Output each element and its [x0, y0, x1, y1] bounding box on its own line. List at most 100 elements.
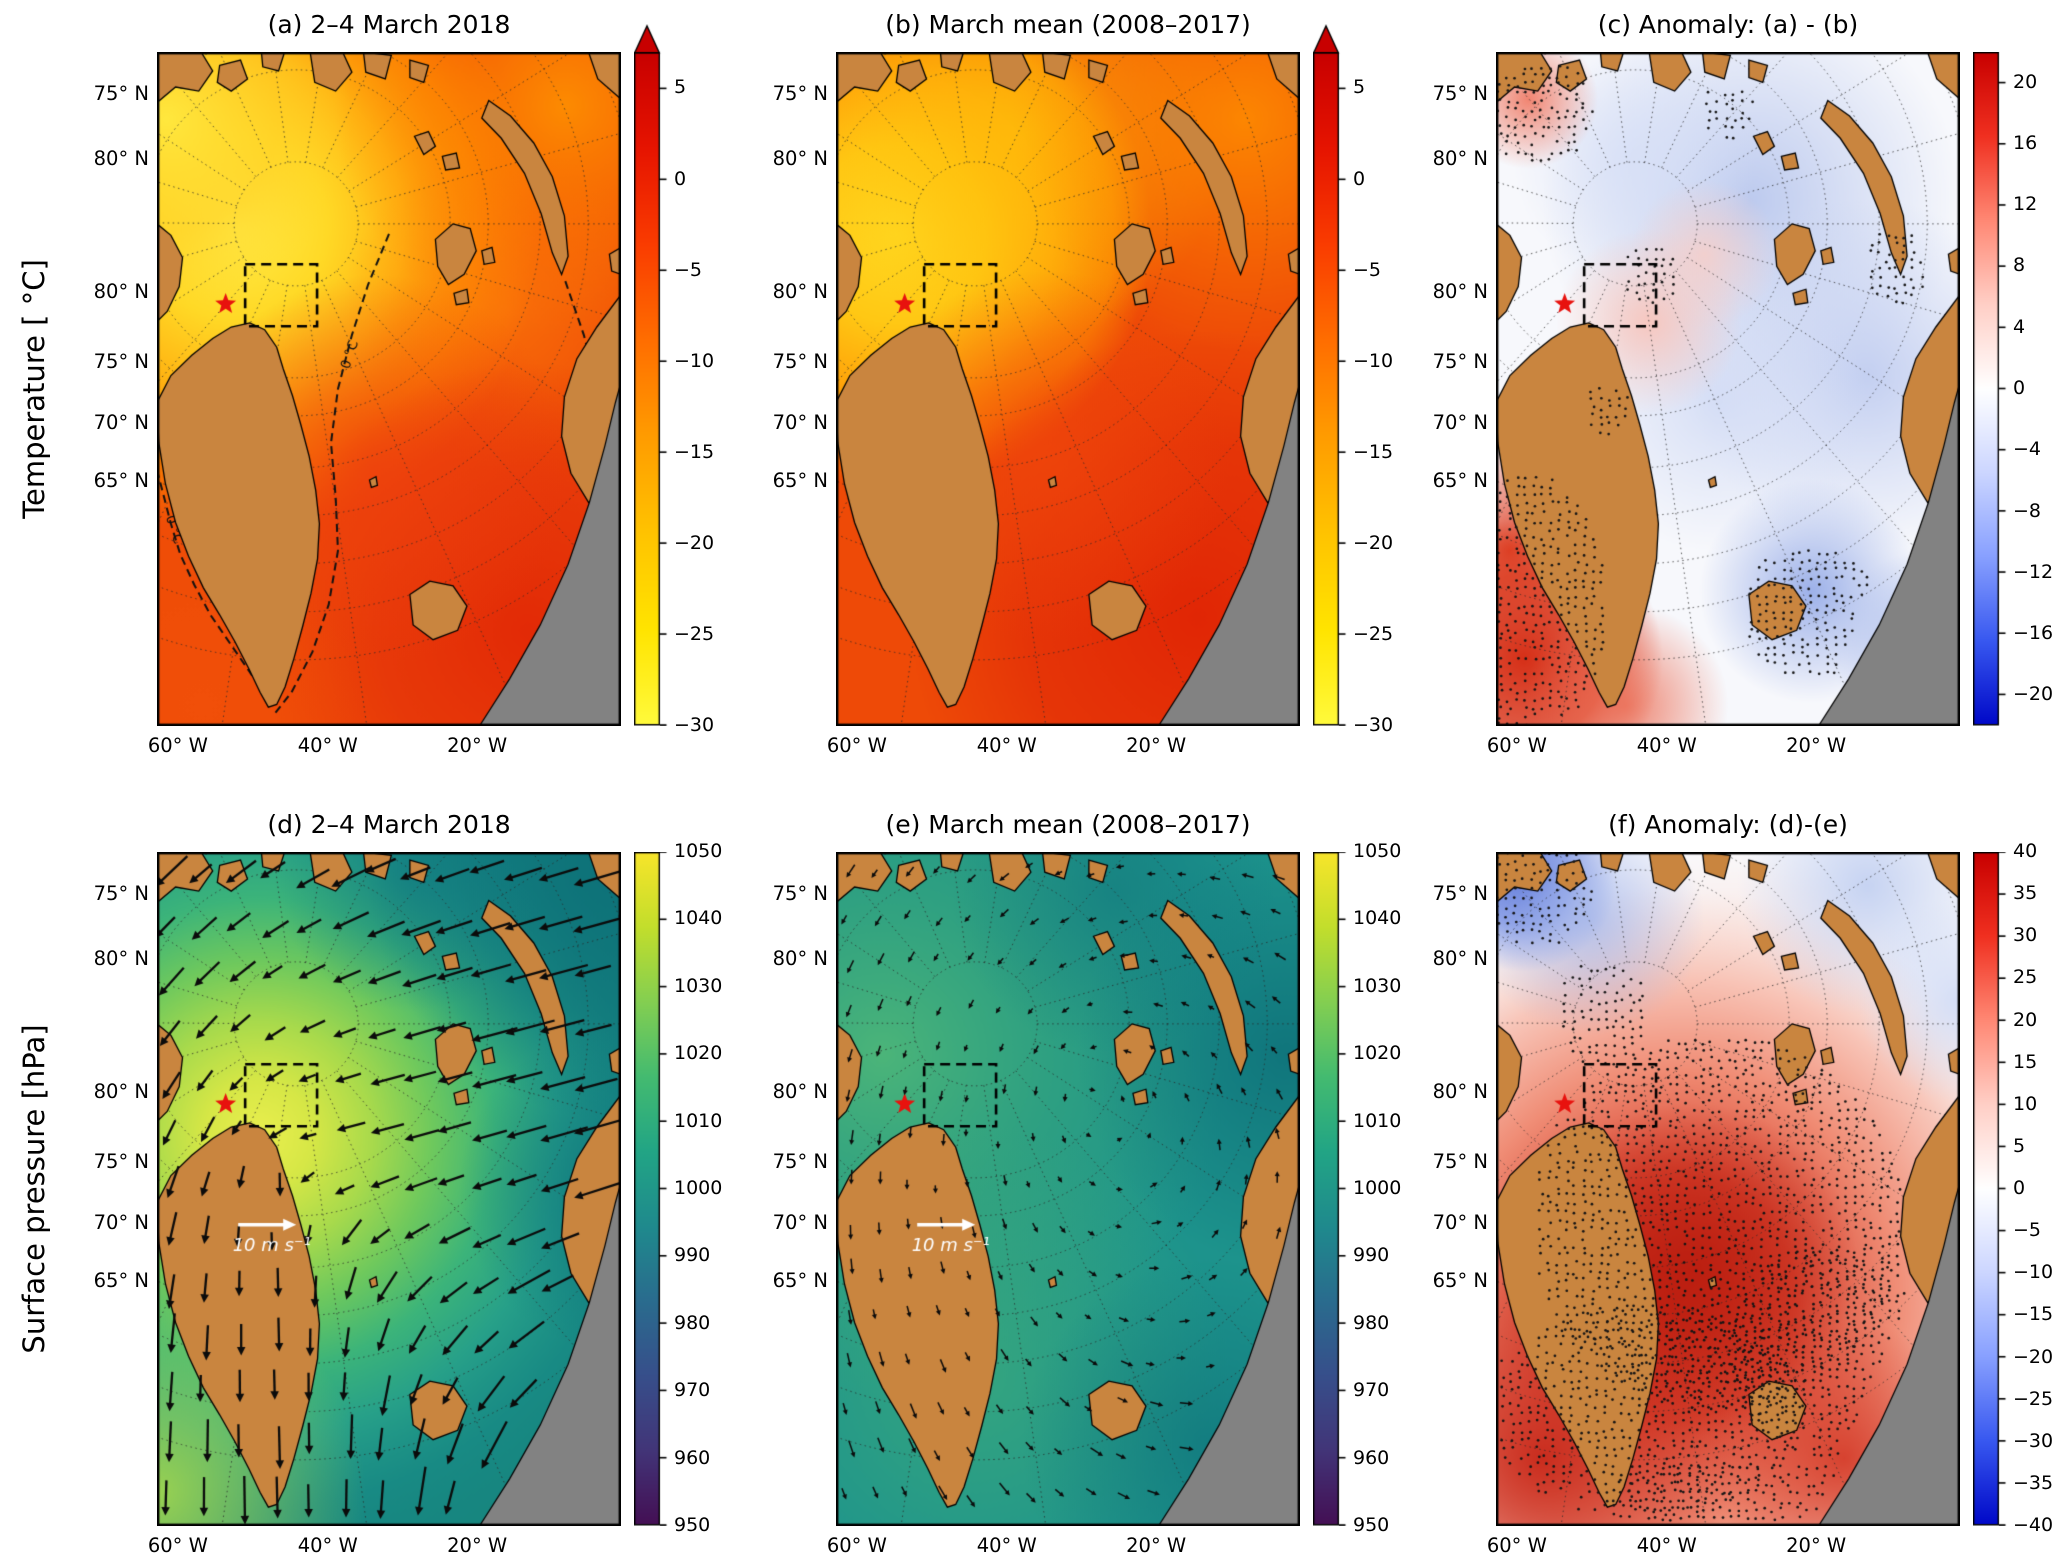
colorbar-tick-label: 40	[2013, 840, 2038, 862]
lat-tick-label: 80° N	[772, 280, 828, 304]
colorbar-tick-label: 8	[2013, 254, 2026, 277]
lat-tick-label: 75° N	[93, 349, 149, 373]
lon-tick-label: 40° W	[976, 1534, 1037, 1557]
lat-tick-label: 80° N	[772, 146, 828, 170]
colorbar-tick-label: 12	[2013, 193, 2038, 216]
colorbar-tick-label: 950	[1353, 1514, 1390, 1536]
lat-tick-label: 70° N	[772, 411, 828, 435]
lat-tick-label: 75° N	[1432, 882, 1488, 906]
colorbar-tick-label: −20	[674, 531, 715, 554]
lat-tick-label: 80° N	[1432, 946, 1488, 970]
colorbar-tick-label: 1030	[1353, 974, 1402, 997]
colorbar-tick-label: 15	[2013, 1050, 2038, 1073]
colorbar-tick-label: 5	[2013, 1134, 2026, 1157]
panel-e-colorbar	[1313, 852, 1347, 1526]
colorbar-tick-label: 30	[2013, 924, 2038, 947]
panel-f-lat-labels: 75° N 80° N 80° N 75° N 70° N 65° N	[1396, 852, 1488, 1526]
lat-tick-label: 65° N	[1432, 469, 1488, 492]
panel-e-map-canvas	[836, 852, 1300, 1526]
panel-e-lon-labels: 60° W 40° W 20° W	[827, 1534, 1300, 1562]
lat-tick-label: 75° N	[772, 1149, 828, 1173]
panel-c-map-canvas	[1496, 52, 1960, 726]
lon-tick-label: 60° W	[1486, 734, 1547, 757]
colorbar-tick-label: 970	[674, 1379, 711, 1402]
colorbar-tick-label: −4	[2013, 438, 2042, 461]
lat-tick-label: 75° N	[772, 882, 828, 906]
panel-e-lat-labels: 75° N 80° N 80° N 75° N 70° N 65° N	[736, 852, 828, 1526]
panel-f-lon-labels: 60° W 40° W 20° W	[1487, 1534, 1960, 1562]
colorbar-tick-label: −15	[1353, 440, 1394, 463]
panel-a-title: (a) 2–4 March 2018	[267, 10, 511, 39]
panel-c-colorbar-labels: 20 16 12 8 4 0 −4 −8 −12 −16 −20	[2013, 52, 2067, 726]
lat-tick-label: 65° N	[772, 1269, 828, 1292]
panel-a-lon-labels: 60° W 40° W 20° W	[148, 734, 621, 762]
colorbar-tick-label: 1040	[674, 907, 723, 930]
panel-c-lat-labels: 75° N 80° N 80° N 75° N 70° N 65° N	[1396, 52, 1488, 726]
colorbar-tick-label: 990	[1353, 1244, 1390, 1267]
colorbar-tick-label: 1010	[674, 1109, 723, 1132]
panel-d-colorbar	[634, 852, 668, 1526]
colorbar-tick-label: 970	[1353, 1379, 1390, 1402]
panel-c-lon-labels: 60° W 40° W 20° W	[1487, 734, 1960, 762]
lon-tick-label: 20° W	[1126, 1534, 1187, 1557]
lat-tick-label: 75° N	[1432, 1149, 1488, 1173]
lon-tick-label: 40° W	[976, 734, 1037, 757]
panel-b-map-canvas	[836, 52, 1300, 726]
lon-tick-label: 60° W	[147, 1534, 208, 1557]
colorbar-tick-label: 20	[2013, 70, 2038, 93]
panel-d-colorbar-labels: 1050 1040 1030 1020 1010 1000 990 980 970 960 950	[674, 840, 744, 1536]
colorbar-tick-label: 980	[1353, 1311, 1390, 1334]
colorbar-tick-label: 5	[674, 76, 687, 99]
lon-tick-label: 20° W	[447, 734, 508, 757]
panel-f-map-canvas	[1496, 852, 1960, 1526]
colorbar-tick-label: 0	[2013, 377, 2026, 399]
lat-tick-label: 65° N	[772, 469, 828, 492]
lat-tick-label: 75° N	[93, 82, 149, 106]
lat-tick-label: 75° N	[93, 882, 149, 906]
lat-tick-label: 70° N	[1432, 411, 1488, 435]
colorbar-tick-label: −25	[1353, 622, 1394, 645]
panel-f-colorbar-labels: 40 35 30 25 20 15 10 5 0 −5 −10 −15 −20 −25 −30 −35 −40	[2013, 840, 2067, 1536]
lat-tick-label: 75° N	[93, 1149, 149, 1173]
colorbar-tick-label: 1020	[674, 1042, 723, 1065]
lon-tick-label: 40° W	[297, 734, 358, 757]
colorbar-tick-label: −10	[1353, 349, 1394, 372]
panel-d-map-canvas	[157, 852, 621, 1526]
panel-a-colorbar-labels: 5 0 −5 −10 −15 −20 −25 −30	[674, 52, 744, 736]
colorbar-tick-label: 960	[674, 1446, 711, 1469]
panel-e-title: (e) March mean (2008–2017)	[885, 810, 1251, 839]
panel-b-colorbar	[1313, 24, 1347, 726]
lat-tick-label: 80° N	[772, 1080, 828, 1104]
colorbar-tick-label: −20	[2013, 683, 2054, 706]
panel-b-lon-labels: 60° W 40° W 20° W	[827, 734, 1300, 762]
colorbar-tick-label: 1020	[1353, 1042, 1402, 1065]
colorbar-tick-label: −16	[2013, 622, 2054, 645]
panel-c-title: (c) Anomaly: (a) - (b)	[1597, 10, 1859, 39]
lat-tick-label: 70° N	[1432, 1211, 1488, 1235]
colorbar-tick-label: 950	[674, 1514, 711, 1536]
colorbar-tick-label: 35	[2013, 882, 2038, 905]
colorbar-tick-label: −12	[2013, 560, 2054, 583]
lat-tick-label: 80° N	[93, 280, 149, 304]
lon-tick-label: 60° W	[147, 734, 208, 757]
panel-c-colorbar	[1973, 52, 2007, 726]
row-label-surface-pressure: Surface pressure [hPa]	[17, 1024, 51, 1354]
lat-tick-label: 65° N	[93, 1269, 149, 1292]
panel-b-lat-labels: 75° N 80° N 80° N 75° N 70° N 65° N	[736, 52, 828, 726]
lat-tick-label: 80° N	[1432, 1080, 1488, 1104]
colorbar-tick-label: −20	[1353, 531, 1394, 554]
lat-tick-label: 75° N	[772, 349, 828, 373]
panel-b-colorbar-labels: 5 0 −5 −10 −15 −20 −25 −30	[1353, 52, 1423, 736]
colorbar-tick-label: −25	[674, 622, 715, 645]
lat-tick-label: 80° N	[93, 146, 149, 170]
colorbar-tick-label: 0	[674, 167, 687, 190]
colorbar-tick-label: 990	[674, 1244, 711, 1267]
lon-tick-label: 60° W	[1486, 1534, 1547, 1557]
panel-e-colorbar-labels: 1050 1040 1030 1020 1010 1000 990 980 970 960 950	[1353, 840, 1423, 1536]
colorbar-tick-label: 20	[2013, 1008, 2038, 1031]
colorbar-tick-label: −30	[674, 714, 715, 736]
lat-tick-label: 80° N	[93, 1080, 149, 1104]
lon-tick-label: 40° W	[1636, 734, 1697, 757]
panel-f-colorbar	[1973, 852, 2007, 1526]
